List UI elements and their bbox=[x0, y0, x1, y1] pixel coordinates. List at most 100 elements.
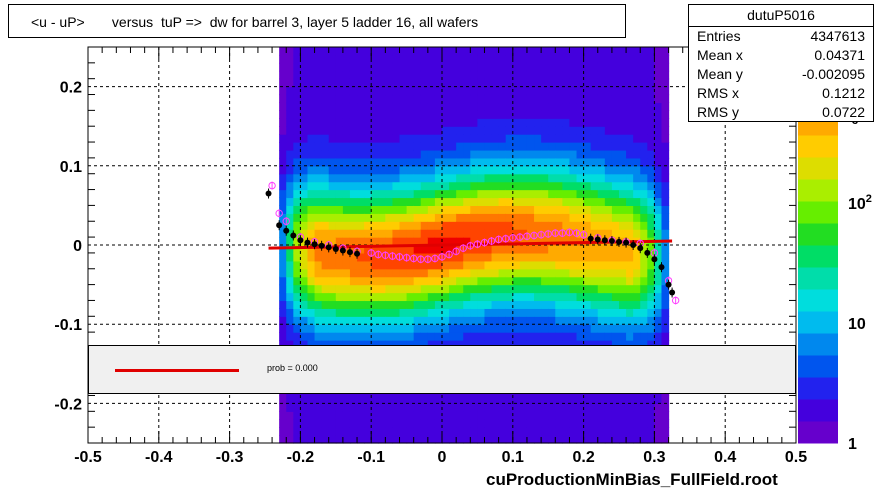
heatmap-cell bbox=[512, 94, 521, 104]
heatmap-cell bbox=[449, 149, 457, 159]
heatmap-cell bbox=[463, 300, 471, 309]
heatmap-cell bbox=[519, 62, 528, 72]
heatmap-cell bbox=[392, 205, 401, 214]
heatmap-cell bbox=[442, 435, 450, 444]
heatmap-cell bbox=[470, 245, 478, 254]
heatmap-cell bbox=[640, 427, 648, 436]
heatmap-cell bbox=[597, 62, 606, 72]
stat-row-mean-y: Mean y -0.002095 bbox=[697, 66, 865, 84]
heatmap-cell bbox=[633, 94, 641, 104]
heatmap-cell bbox=[661, 419, 670, 428]
heatmap-cell bbox=[371, 395, 379, 404]
heatmap-cell bbox=[335, 70, 344, 80]
heatmap-cell bbox=[385, 435, 394, 444]
heatmap-cell bbox=[385, 308, 394, 317]
heatmap-cell bbox=[378, 70, 386, 80]
heatmap-cell bbox=[307, 134, 316, 143]
heatmap-cell bbox=[385, 47, 394, 56]
heatmap-cell bbox=[392, 47, 401, 56]
heatmap-cell bbox=[413, 252, 422, 262]
heatmap-cell bbox=[456, 142, 464, 151]
heatmap-cell bbox=[505, 260, 514, 270]
heatmap-cell bbox=[569, 157, 578, 167]
stat-row-entries: Entries 4347613 bbox=[697, 28, 865, 46]
heatmap-cell bbox=[505, 157, 514, 167]
heatmap-cell bbox=[413, 221, 422, 230]
heatmap-cell bbox=[335, 300, 344, 309]
heatmap-cell bbox=[626, 300, 634, 309]
heatmap-cell bbox=[640, 189, 648, 199]
heatmap-cell bbox=[413, 54, 422, 64]
heatmap-cell bbox=[477, 149, 486, 159]
heatmap-cell bbox=[420, 419, 429, 428]
heatmap-cell bbox=[378, 292, 386, 302]
heatmap-cell bbox=[385, 340, 394, 349]
heatmap-cell bbox=[661, 205, 670, 214]
heatmap-cell bbox=[562, 157, 571, 167]
heatmap-cell bbox=[342, 276, 351, 286]
heatmap-cell bbox=[583, 102, 592, 111]
heatmap-cell bbox=[519, 142, 528, 151]
heatmap-cell bbox=[534, 411, 542, 420]
heatmap-cell bbox=[647, 62, 655, 72]
heatmap-cell bbox=[378, 260, 386, 270]
heatmap-cell bbox=[371, 411, 379, 420]
heatmap-cell bbox=[583, 276, 592, 286]
stat-value: 0.04371 bbox=[814, 47, 865, 63]
heatmap-cell bbox=[548, 221, 556, 230]
heatmap-cell bbox=[534, 237, 542, 246]
heatmap-cell bbox=[328, 149, 337, 159]
heatmap-cell bbox=[279, 435, 287, 444]
heatmap-cell bbox=[399, 86, 408, 96]
heatmap-cell bbox=[371, 292, 379, 302]
heatmap-cell bbox=[569, 189, 578, 199]
heatmap-cell bbox=[456, 78, 464, 88]
heatmap-cell bbox=[442, 427, 450, 436]
heatmap-cell bbox=[661, 110, 670, 119]
heatmap-cell bbox=[555, 292, 563, 302]
magenta-point bbox=[395, 253, 404, 261]
heatmap-cell bbox=[392, 94, 401, 104]
heatmap-cell bbox=[569, 419, 578, 428]
heatmap-cell bbox=[505, 94, 514, 104]
heatmap-cell bbox=[534, 181, 542, 191]
heatmap-cell bbox=[349, 229, 358, 238]
heatmap-cell bbox=[300, 435, 309, 444]
heatmap-cell bbox=[597, 435, 606, 444]
heatmap-cell bbox=[576, 252, 585, 262]
heatmap-cell bbox=[576, 260, 585, 270]
heatmap-cell bbox=[314, 292, 323, 302]
heatmap-cell bbox=[307, 221, 316, 230]
heatmap-cell bbox=[583, 340, 592, 349]
heatmap-cell bbox=[357, 237, 365, 246]
heatmap-cell bbox=[498, 427, 507, 436]
heatmap-cell bbox=[576, 157, 585, 167]
heatmap-cell bbox=[654, 62, 663, 72]
heatmap-cell bbox=[576, 142, 585, 151]
heatmap-cell bbox=[626, 149, 634, 159]
heatmap-cell bbox=[399, 149, 408, 159]
heatmap-cell bbox=[470, 284, 478, 294]
heatmap-cell bbox=[420, 268, 429, 278]
heatmap-cell bbox=[626, 340, 634, 349]
heatmap-cell bbox=[569, 260, 578, 270]
heatmap-cell bbox=[633, 395, 641, 404]
heatmap-cell bbox=[420, 165, 429, 175]
stat-row-rms-y: RMS y 0.0722 bbox=[697, 104, 865, 122]
heatmap-cell bbox=[498, 94, 507, 104]
heatmap-cell bbox=[286, 332, 294, 341]
heatmap-cell bbox=[293, 173, 301, 183]
black-point bbox=[354, 250, 361, 257]
heatmap-cell bbox=[576, 324, 585, 333]
heatmap-cell bbox=[477, 157, 486, 167]
heatmap-cell bbox=[300, 340, 309, 349]
heatmap-cell bbox=[342, 252, 351, 262]
heatmap-cell bbox=[307, 260, 316, 270]
heatmap-cell bbox=[576, 149, 585, 159]
heatmap-cell bbox=[604, 427, 613, 436]
heatmap-cell bbox=[300, 118, 309, 127]
heatmap-cell bbox=[307, 149, 316, 159]
heatmap-cell bbox=[314, 332, 323, 341]
heatmap-cell bbox=[449, 395, 457, 404]
heatmap-cell bbox=[576, 181, 585, 191]
